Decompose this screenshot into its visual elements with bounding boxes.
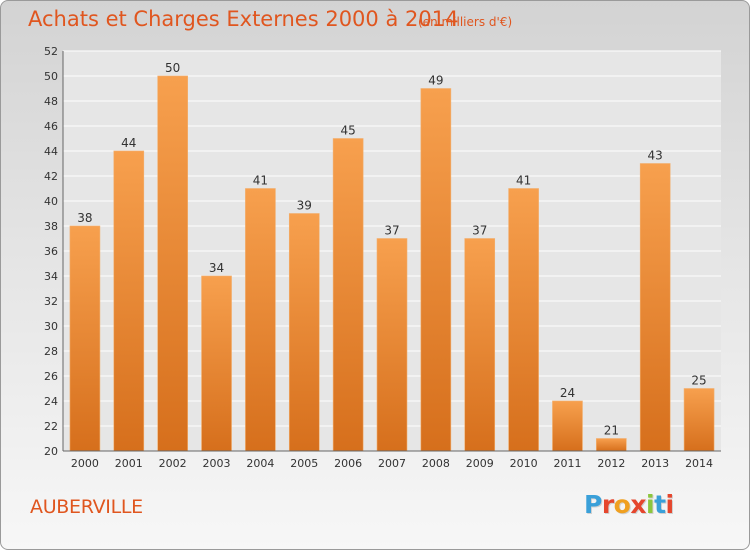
bar-2001 [113, 150, 145, 452]
y-tick-label: 46 [44, 120, 58, 133]
value-label: 39 [297, 199, 312, 213]
x-axis-labels: 2000 2001 2002 2003 2004 2005 2006 2007 2008 2009… [71, 457, 713, 470]
x-tick-label: 2013 [641, 457, 669, 470]
y-tick-label: 40 [44, 195, 58, 208]
value-label: 49 [428, 74, 443, 88]
bar-2012 [596, 438, 627, 452]
x-tick-label: 2012 [597, 457, 625, 470]
y-tick-label: 26 [44, 370, 58, 383]
x-tick-label: 2008 [422, 457, 450, 470]
bar-2003 [201, 275, 232, 452]
x-tick-label: 2009 [466, 457, 494, 470]
y-tick-label: 44 [44, 145, 58, 158]
y-tick-label: 22 [44, 420, 58, 433]
proxiti-logo[interactable]: Proxiti [584, 490, 674, 519]
bar-2014 [683, 388, 715, 452]
y-tick-label: 38 [44, 220, 58, 233]
bar-2011 [552, 400, 583, 452]
bar-2005 [288, 213, 320, 452]
bar-2000 [69, 225, 101, 452]
value-label: 44 [121, 136, 136, 150]
logo-letter: P [584, 490, 602, 519]
bar-2004 [245, 188, 276, 452]
y-tick-label: 30 [44, 320, 58, 333]
y-tick-label: 20 [44, 445, 58, 458]
value-label: 50 [165, 61, 180, 75]
bars [69, 75, 715, 452]
x-tick-label: 2004 [246, 457, 274, 470]
value-label: 25 [691, 374, 706, 388]
x-tick-label: 2003 [203, 457, 231, 470]
value-label: 37 [472, 224, 487, 238]
value-label: 41 [516, 174, 531, 188]
value-label: 24 [560, 386, 575, 400]
y-tick-label: 28 [44, 345, 58, 358]
x-tick-label: 2000 [71, 457, 99, 470]
bar-2010 [508, 188, 539, 452]
value-label: 43 [648, 149, 663, 163]
y-tick-label: 36 [44, 245, 58, 258]
logo-letter: o [613, 490, 631, 519]
y-tick-label: 42 [44, 170, 58, 183]
y-axis-labels: 20 22 24 26 28 30 32 34 36 38 40 42 44 46 48 50 52 [44, 45, 58, 458]
bar-2007 [376, 238, 408, 452]
logo-letter: i [646, 490, 655, 519]
bar-2013 [639, 163, 671, 452]
logo-letter: x [630, 490, 646, 519]
x-tick-label: 2011 [553, 457, 581, 470]
x-tick-label: 2002 [159, 457, 187, 470]
y-tick-label: 34 [44, 270, 58, 283]
bar-2008 [420, 88, 452, 452]
value-labels: 38 44 50 34 41 39 45 37 49 37 41 24 21 43 25 [77, 61, 706, 438]
bar-2009 [464, 238, 496, 452]
unit-note: (en milliers d'€) [418, 15, 513, 29]
city-name: AUBERVILLE [30, 496, 143, 518]
logo-letter: t [654, 490, 666, 519]
y-tick-label: 50 [44, 70, 58, 83]
x-tick-label: 2014 [685, 457, 713, 470]
x-tick-label: 2007 [378, 457, 406, 470]
value-label: 38 [77, 211, 92, 225]
x-tick-label: 2006 [334, 457, 362, 470]
logo-letter: r [601, 490, 614, 519]
bar-2006 [332, 138, 364, 452]
x-tick-label: 2010 [510, 457, 538, 470]
value-label: 45 [340, 124, 355, 138]
logo-letter: i [665, 490, 675, 519]
axes [62, 51, 721, 452]
x-tick-label: 2001 [115, 457, 143, 470]
value-label: 37 [384, 224, 399, 238]
value-label: 41 [253, 174, 268, 188]
y-tick-label: 52 [44, 45, 58, 58]
y-tick-label: 24 [44, 395, 58, 408]
y-tick-label: 48 [44, 95, 58, 108]
chart-title: Achats et Charges Externes 2000 à 2014 [28, 7, 459, 31]
value-label: 21 [604, 424, 619, 438]
x-tick-label: 2005 [290, 457, 318, 470]
bar-2002 [157, 75, 188, 452]
y-tick-label: 32 [44, 295, 58, 308]
value-label: 34 [209, 261, 224, 275]
